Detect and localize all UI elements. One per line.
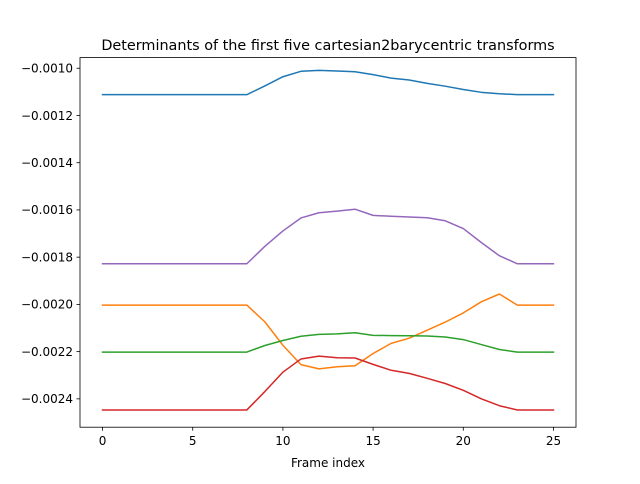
x-tick-label: 10 — [275, 434, 290, 448]
y-tick-label: −0.0016 — [21, 203, 73, 217]
x-tick-label: 25 — [546, 434, 561, 448]
y-tick-label: −0.0024 — [21, 392, 73, 406]
y-tick-label: −0.0022 — [21, 345, 73, 359]
series-line-4 — [101, 355, 555, 411]
series-line-2 — [101, 293, 555, 370]
chart-title: Determinants of the first five cartesian… — [101, 38, 554, 54]
series-line-1 — [101, 69, 555, 96]
x-tick-label: 5 — [189, 434, 197, 448]
x-tick-label: 0 — [99, 434, 107, 448]
series-lines — [101, 69, 555, 411]
plot-frame — [79, 57, 577, 428]
series-line-5 — [101, 208, 555, 265]
y-tick-label: −0.0012 — [21, 109, 73, 123]
y-tick-label: −0.0020 — [21, 298, 73, 312]
y-tick-label: −0.0018 — [21, 250, 73, 264]
x-axis-label: Frame index — [291, 456, 365, 470]
x-tick-label: 15 — [365, 434, 380, 448]
y-tick-label: −0.0010 — [21, 62, 73, 76]
series-line-3 — [101, 331, 555, 353]
axis-ticks: 0 5 10 15 20 25 −0.0010 −0.0012 −0.0014 −0.0016 −0… — [21, 62, 561, 449]
y-tick-label: −0.0014 — [21, 156, 73, 170]
x-tick-label: 20 — [456, 434, 471, 448]
